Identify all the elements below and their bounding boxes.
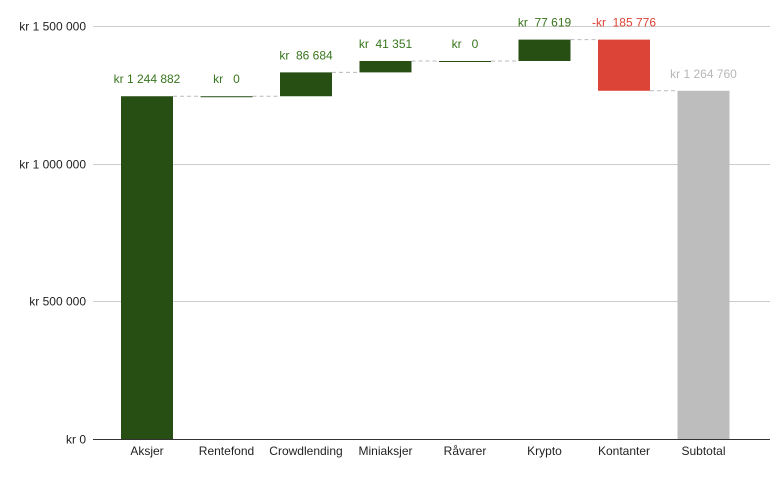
x-axis-category-labels: Aksjer Rentefond Crowdlending Miniaksjer Råv…	[130, 444, 725, 458]
bar	[518, 39, 571, 61]
data-label: kr 77 619	[518, 16, 572, 30]
bar	[200, 96, 253, 98]
data-label: kr 0	[213, 72, 240, 86]
bar	[121, 96, 173, 439]
x-category-label: Crowdlending	[269, 444, 342, 458]
bars	[121, 39, 730, 440]
data-label: kr 1 244 882	[114, 72, 181, 86]
y-tick-label: kr 500 000	[29, 295, 86, 309]
y-tick-label: kr 1 500 000	[19, 20, 86, 34]
bar	[439, 60, 491, 62]
bar	[280, 72, 332, 97]
connector-lines	[173, 39, 678, 97]
x-category-label: Miniaksjer	[358, 444, 412, 458]
x-category-label: Aksjer	[130, 444, 163, 458]
y-tick-label: kr 1 000 000	[19, 158, 86, 172]
data-label: kr 41 351	[359, 37, 413, 51]
bar	[677, 90, 730, 440]
bar	[598, 39, 650, 91]
x-category-label: Råvarer	[444, 444, 487, 458]
data-label: kr 1 264 760	[670, 67, 737, 81]
data-label: -kr 185 776	[592, 16, 656, 30]
x-category-label: Rentefond	[199, 444, 254, 458]
y-tick-label: kr 0	[66, 433, 86, 447]
data-label: kr 0	[452, 37, 479, 51]
data-label: kr 86 684	[279, 48, 333, 62]
y-axis-tick-labels: kr 0 kr 500 000 kr 1 000 000 kr 1 500 000	[19, 20, 86, 447]
data-labels: kr 1 244 882 kr 0 kr 86 684 kr 41 351 kr 0 kr…	[114, 16, 738, 87]
gridlines	[93, 26, 770, 440]
bar	[359, 60, 412, 73]
x-category-label: Subtotal	[681, 444, 725, 458]
x-category-label: Kontanter	[598, 444, 650, 458]
x-category-label: Krypto	[527, 444, 562, 458]
